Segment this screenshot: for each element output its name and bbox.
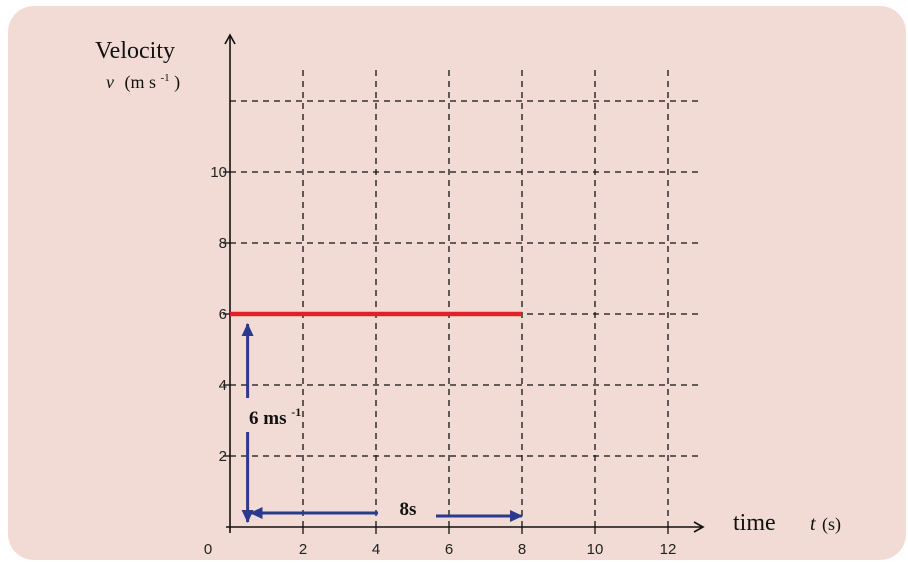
grid-lines: [230, 70, 702, 527]
axes: [223, 33, 705, 534]
y-tick-label-2: 2: [219, 448, 227, 465]
x-axis-label: time: [733, 510, 776, 536]
y-axis-unit-exp: -1: [161, 72, 170, 84]
x-axis-symbol: t: [810, 513, 816, 535]
y-axis-unit-close: ): [174, 72, 180, 93]
x-tick-label-12: 12: [660, 541, 677, 558]
annotations: [241, 323, 523, 523]
y-axis-symbol: v: [106, 72, 114, 92]
y-axis-unit-open: (m s: [125, 72, 157, 93]
x-tick-label-2: 2: [299, 541, 307, 558]
x-tick-label-6: 6: [445, 541, 453, 558]
velocity-annotation-text: 6 ms: [249, 408, 286, 429]
x-tick-label-10: 10: [587, 541, 604, 558]
x-tick-label-8: 8: [518, 541, 526, 558]
velocity-annotation: 6 ms -1: [249, 405, 301, 429]
chart-panel: [8, 6, 906, 560]
y-tick-label-4: 4: [219, 377, 227, 394]
y-tick-label-6: 6: [219, 306, 227, 323]
time-annotation: 8s: [400, 499, 417, 520]
y-axis-label: Velocity: [95, 38, 175, 64]
velocity-annotation-exp: -1: [291, 405, 301, 419]
y-tick-label-10: 10: [210, 164, 227, 181]
tick-labels: 2 4 6 8 10 12 2 4 6 8 10: [210, 164, 676, 558]
x-axis-unit: (s): [822, 514, 841, 535]
y-tick-label-8: 8: [219, 235, 227, 252]
x-tick-label-4: 4: [372, 541, 380, 558]
y-axis-unit: v (m s -1 ): [106, 65, 180, 93]
origin-label: 0: [204, 541, 212, 558]
